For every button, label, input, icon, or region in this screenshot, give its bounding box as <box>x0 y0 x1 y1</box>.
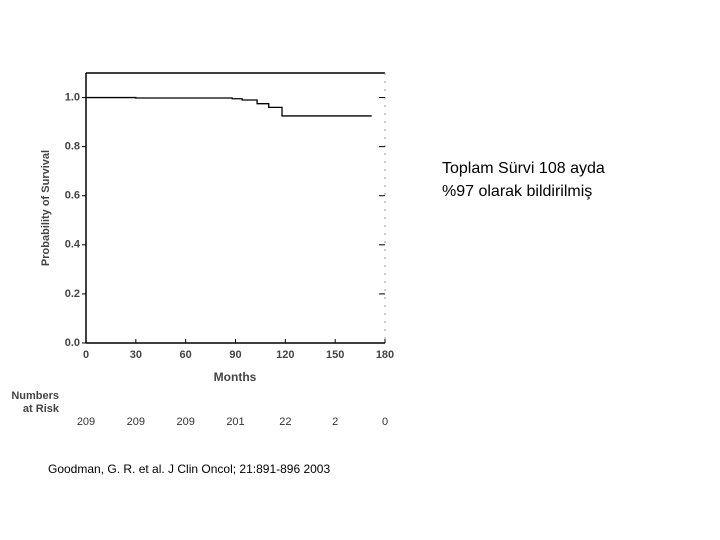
x-axis-label: Months <box>214 370 257 384</box>
y-tick-label: 0.8 <box>65 141 80 153</box>
y-tick-label: 1.0 <box>65 91 80 103</box>
annotation: %97 olarak bildirilmiş <box>442 183 592 200</box>
x-tick-label: 90 <box>229 349 241 361</box>
x-tick-label: 30 <box>130 349 142 361</box>
at-risk-value: 209 <box>127 416 145 428</box>
x-tick-label: 180 <box>376 349 394 361</box>
y-tick-label: 0.6 <box>65 190 80 202</box>
at-risk-label: at Risk <box>23 403 60 415</box>
at-risk-value: 22 <box>279 416 291 428</box>
at-risk-value: 201 <box>226 416 244 428</box>
x-tick-label: 150 <box>326 349 344 361</box>
x-tick-label: 60 <box>180 349 192 361</box>
at-risk-value: 209 <box>176 416 194 428</box>
at-risk-label: Numbers <box>11 390 59 402</box>
at-risk-value: 2 <box>332 416 338 428</box>
citation: Goodman, G. R. et al. J Clin Oncol; 21:8… <box>48 462 330 476</box>
y-tick-label: 0.2 <box>65 288 80 300</box>
at-risk-value: 209 <box>77 416 95 428</box>
y-axis-label: Probability of Survival <box>40 150 52 266</box>
annotation: Toplam Sürvi 108 ayda <box>442 160 605 177</box>
x-tick-label: 120 <box>276 349 294 361</box>
at-risk-value: 0 <box>382 416 388 428</box>
y-tick-label: 0.4 <box>65 239 81 251</box>
x-tick-label: 0 <box>83 349 89 361</box>
y-tick-label: 0.0 <box>65 337 80 349</box>
survival-curve <box>86 96 372 117</box>
